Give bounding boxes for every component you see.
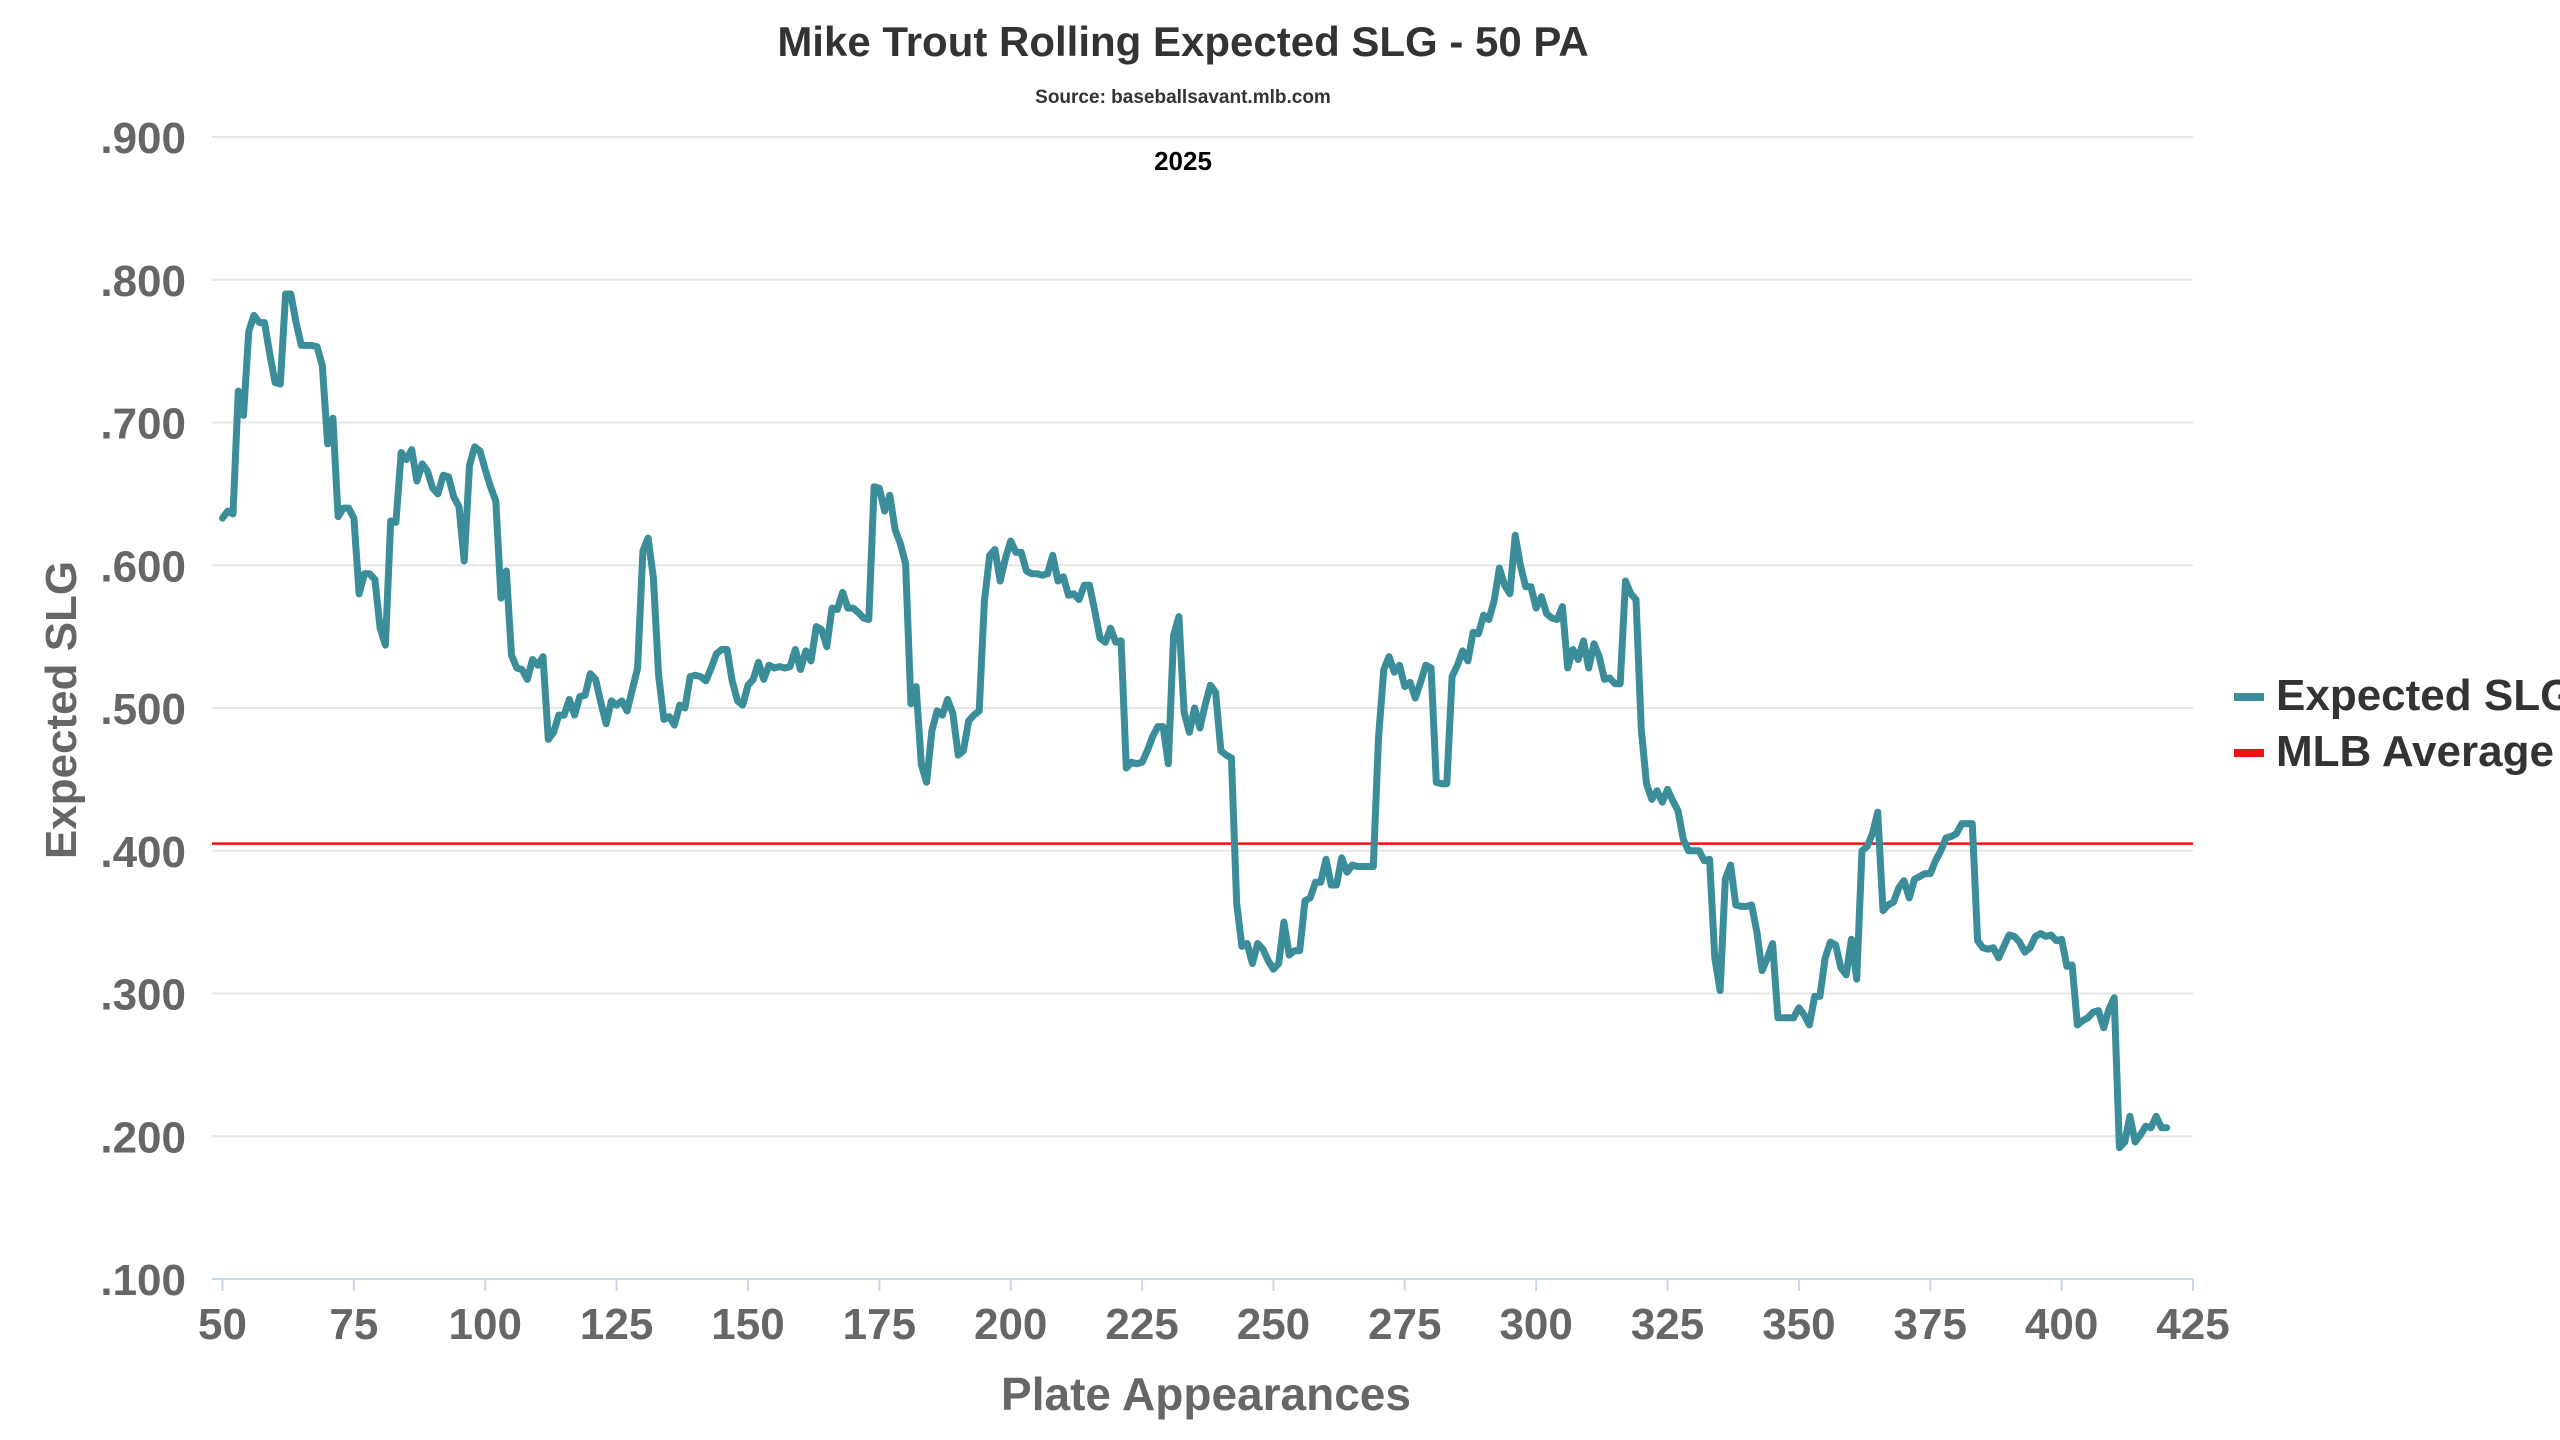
legend: Expected SLG MLB Average	[2234, 671, 2560, 776]
season-label: 2025	[1154, 146, 1212, 176]
y-tick-label: .600	[100, 542, 186, 591]
legend-label-expected-slg: Expected SLG	[2276, 671, 2560, 720]
x-tick-label: 275	[1368, 1300, 1441, 1349]
legend-swatch-mlb-average	[2234, 749, 2264, 757]
x-tick-label: 325	[1631, 1300, 1704, 1349]
y-tick-label: .200	[100, 1113, 186, 1162]
x-tick-label: 150	[711, 1300, 784, 1349]
y-axis-title: Expected SLG	[37, 561, 86, 859]
y-tick-label: .400	[100, 828, 186, 877]
chart-title: Mike Trout Rolling Expected SLG - 50 PA	[777, 18, 1588, 65]
x-tick-label: 125	[580, 1300, 653, 1349]
expected-slg-line[interactable]	[219, 290, 2171, 1152]
x-tick-label: 175	[843, 1300, 916, 1349]
x-axis-title: Plate Appearances	[1001, 1368, 1411, 1420]
y-tick-label: .300	[100, 971, 186, 1020]
x-axis-ticks: 50 75 100 125 150 175 200 225 250 275 300 325 350 375…	[198, 1279, 2230, 1349]
x-tick-label: 400	[2025, 1300, 2098, 1349]
x-tick-label: 425	[2156, 1300, 2229, 1349]
x-tick-label: 375	[1894, 1300, 1967, 1349]
x-tick-label: 350	[1762, 1300, 1835, 1349]
y-tick-label: .800	[100, 257, 186, 306]
x-tick-label: 250	[1237, 1300, 1310, 1349]
series-group	[219, 290, 2171, 1152]
y-tick-label: .500	[100, 685, 186, 734]
x-tick-label: 200	[974, 1300, 1047, 1349]
legend-item-expected-slg[interactable]: Expected SLG	[2234, 671, 2560, 720]
x-tick-label: 300	[1499, 1300, 1572, 1349]
x-tick-label: 225	[1105, 1300, 1178, 1349]
x-tick-label: 50	[198, 1300, 247, 1349]
legend-item-mlb-average[interactable]: MLB Average	[2234, 727, 2554, 776]
y-tick-label: .700	[100, 400, 186, 449]
chart-subtitle: Source: baseballsavant.mlb.com	[1035, 87, 1331, 108]
legend-swatch-expected-slg	[2234, 693, 2264, 701]
legend-label-mlb-average: MLB Average	[2276, 727, 2554, 776]
y-axis-ticks: .900 .800 .700 .600 .500 .400 .300 .200 .100	[100, 114, 186, 1305]
y-tick-label: .900	[100, 114, 186, 163]
x-tick-label: 100	[449, 1300, 522, 1349]
y-tick-label: .100	[100, 1256, 186, 1305]
x-tick-label: 75	[329, 1300, 378, 1349]
